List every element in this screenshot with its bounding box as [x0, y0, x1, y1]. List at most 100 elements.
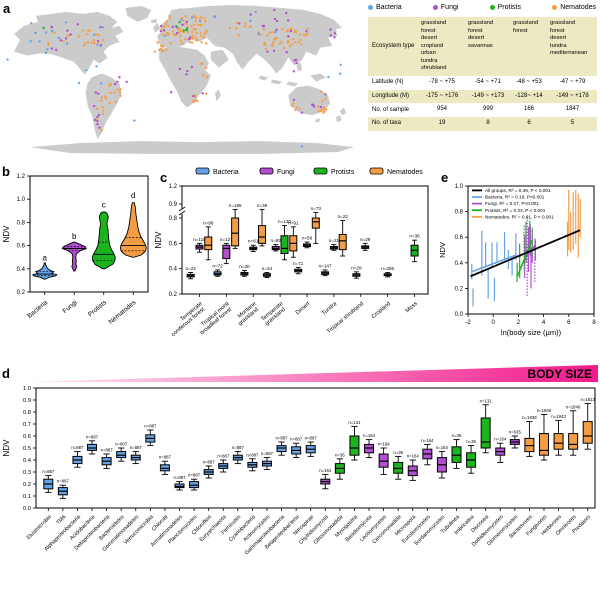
svg-text:0.2: 0.2 — [23, 482, 31, 488]
svg-text:n=130: n=130 — [278, 219, 291, 224]
ecosystem-label: Moss — [405, 301, 419, 314]
ecosystem-label: Cropland — [371, 301, 392, 320]
protists-dot-icon — [489, 5, 495, 10]
taxon-box-Elusimicrobia: n=887 — [42, 469, 55, 493]
svg-text:Nematodes: Nematodes — [387, 169, 423, 176]
taxon-box-Actinomycetes: n=887 — [261, 451, 274, 471]
taxon-box-Herbivores: n=1843 — [551, 414, 566, 456]
table-row: Latitude (N) -78 ~ +75 -54 ~ +71 -48 ~ +53 -… — [368, 76, 597, 90]
svg-text:n=1846: n=1846 — [566, 404, 581, 409]
svg-text:n=255: n=255 — [381, 266, 394, 271]
svg-text:n=164: n=164 — [436, 445, 449, 450]
svg-text:0.8: 0.8 — [455, 210, 464, 216]
table-cell: 166 — [523, 106, 534, 113]
svg-text:n=1839: n=1839 — [522, 415, 537, 420]
svg-text:n=887: n=887 — [246, 452, 259, 457]
svg-text:n=119: n=119 — [193, 237, 206, 242]
svg-text:0.8: 0.8 — [17, 220, 26, 226]
svg-text:0.6: 0.6 — [23, 434, 31, 440]
taxon-box-Glomeromycetes: n=635 — [509, 430, 522, 449]
all-groups-regression — [470, 229, 581, 278]
ecosystem-group: n=36 — [409, 234, 420, 263]
ecosystem-label: Temperategrassland — [260, 301, 288, 327]
svg-text:b: b — [72, 232, 77, 241]
taxon-box-Firmicutes: n=887 — [232, 445, 244, 465]
svg-text:n=887: n=887 — [203, 460, 216, 465]
svg-text:a: a — [43, 254, 48, 263]
table-cell: 1847 — [565, 106, 580, 113]
svg-text:n=887: n=887 — [276, 436, 289, 441]
svg-text:n=164: n=164 — [494, 437, 507, 442]
nematodes-dot-icon — [552, 5, 558, 10]
svg-text:0: 0 — [492, 320, 496, 326]
taxon-box-Verrucomicrobia: n=887 — [144, 424, 157, 447]
svg-text:n=30: n=30 — [239, 264, 250, 269]
svg-text:n=131: n=131 — [480, 398, 493, 403]
table-cell: grassland forest desert cropland urban tundra… — [421, 20, 447, 72]
table-cell: grassland forest desert tundra mediterranean — [550, 20, 588, 57]
svg-text:1.0: 1.0 — [455, 184, 464, 190]
panel-c-boxplot: Bacteria Fungi Protists Nematodes 0.2 0.4 0.6 0… — [152, 162, 436, 362]
taxon-box-Imbricatea: n=36 — [466, 439, 477, 474]
svg-text:n=887: n=887 — [42, 469, 55, 474]
svg-text:d: d — [131, 191, 135, 200]
svg-text:0.2: 0.2 — [17, 290, 26, 296]
taxon-box-Bacterivores: n=1839 — [522, 415, 537, 457]
svg-text:n=1843: n=1843 — [551, 414, 566, 419]
svg-text:n=36: n=36 — [393, 450, 403, 455]
table-row: No. of sample 954 999 166 1847 — [368, 103, 597, 117]
svg-text:n=887: n=887 — [188, 473, 201, 478]
svg-text:n=887: n=887 — [159, 455, 172, 460]
svg-text:n=36: n=36 — [409, 234, 420, 239]
svg-text:n=887: n=887 — [217, 454, 230, 459]
svg-text:0.0: 0.0 — [23, 506, 31, 512]
fungi-dot-icon — [432, 5, 438, 10]
taxon-box-Omnivores: n=1846 — [566, 404, 581, 456]
svg-text:n=887: n=887 — [71, 445, 84, 450]
taxon-box-Glissomonadida: n=36 — [334, 452, 345, 480]
taxon-box-Fungivores: n=1846 — [537, 408, 552, 461]
table-cell: -47 ~ +79 — [559, 78, 586, 85]
svg-text:NDV: NDV — [438, 242, 447, 258]
svg-text:8: 8 — [592, 320, 596, 326]
svg-text:0.4: 0.4 — [23, 458, 32, 464]
svg-text:n=73: n=73 — [311, 206, 322, 211]
svg-text:0.7: 0.7 — [23, 422, 31, 428]
series-bacteria — [471, 230, 517, 307]
taxon-box-Eurotiomycetes: n=164 — [421, 438, 434, 466]
svg-text:n=887: n=887 — [173, 475, 186, 480]
table-cell: 954 — [436, 106, 447, 113]
svg-text:n=1813: n=1813 — [580, 397, 595, 402]
svg-text:1.2: 1.2 — [169, 184, 178, 190]
ecosystem-label: Tundra — [321, 300, 339, 316]
svg-text:n=127: n=127 — [220, 237, 233, 242]
svg-text:0.6: 0.6 — [455, 235, 464, 241]
taxon-box-Gammaproteobacteria: n=887 — [276, 436, 289, 456]
svg-text:n=29: n=29 — [351, 265, 362, 270]
ecosystem-group: n=30 n=61 n=39 — [239, 203, 268, 277]
legend-item-fungi: Fungi — [432, 4, 458, 11]
taxon-box-Gemmatimonadetes: n=887 — [130, 445, 143, 465]
panel-d-boxplot: BODY SIZE 0.0 0.1 0.2 0.3 0.4 0.5 0.6 0.7 0.8 0.9 1… — [0, 362, 600, 584]
table-cell: 5 — [570, 120, 575, 127]
taxon-box-Planctomycetes: n=887 — [188, 473, 201, 491]
taxon-box-Nitrospirae: n=887 — [305, 436, 317, 457]
summary-table: Ecosystem type grassland forest desert cropl… — [368, 17, 597, 131]
table-cell: -128~ +14 — [515, 92, 543, 99]
svg-text:n=29: n=29 — [360, 237, 371, 242]
bacteria-dot-icon — [368, 5, 373, 10]
xlabel-nematodes: Nematodes — [108, 299, 139, 326]
svg-text:n=887: n=887 — [130, 445, 143, 450]
svg-text:0.4: 0.4 — [169, 267, 178, 273]
taxon-box-Deltaproteobacteria: n=887 — [101, 448, 113, 469]
svg-text:n=22: n=22 — [338, 214, 349, 219]
svg-text:n=635: n=635 — [509, 430, 522, 435]
body-size-gradient — [26, 365, 598, 382]
svg-text:NDV: NDV — [154, 231, 163, 249]
svg-text:n=61: n=61 — [248, 239, 259, 244]
ecosystem-group: n=255 — [381, 266, 395, 278]
bodysize-regression-chart: -2 0 2 4 6 8 0.0 0.2 0.4 0.6 0.8 1.0 ln(body size (μ… — [438, 184, 596, 337]
xlabel-protists: Protists — [87, 299, 109, 319]
svg-text:0.2: 0.2 — [455, 286, 464, 292]
violin-chart: 0.2 0.4 0.6 0.8 1.0 1.2 NDV a Bacteria b Fungi c Pro… — [2, 174, 149, 326]
